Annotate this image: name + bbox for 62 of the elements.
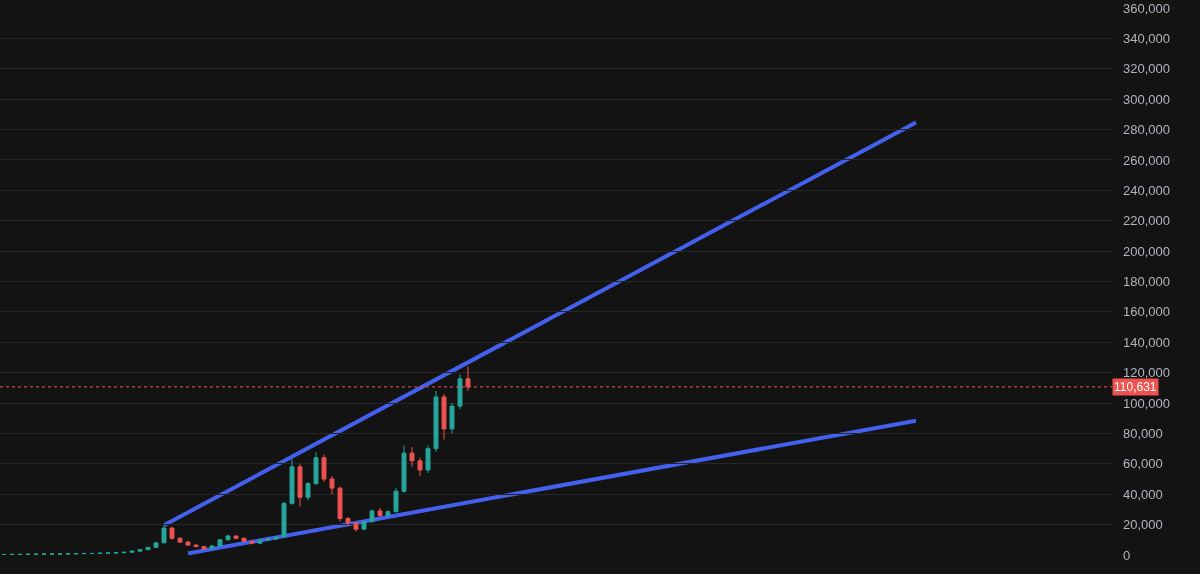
y-tick-label: 80,000: [1123, 425, 1163, 441]
candlestick: [145, 546, 151, 551]
y-tick-label: 160,000: [1123, 304, 1170, 320]
candlestick: [401, 445, 407, 494]
candlestick: [449, 402, 455, 434]
y-tick-label: 220,000: [1123, 213, 1170, 229]
candlestick: [369, 508, 375, 524]
candlestick: [273, 535, 279, 541]
y-tick-label: 20,000: [1123, 517, 1163, 533]
candlestick: [329, 475, 335, 495]
y-tick-label: 200,000: [1123, 243, 1170, 259]
y-tick-label: 100,000: [1123, 395, 1170, 411]
candlestick: [241, 537, 247, 543]
y-tick-label: 340,000: [1123, 30, 1170, 46]
y-tick-label: 120,000: [1123, 365, 1170, 381]
candlestick: [137, 548, 143, 552]
y-tick-label: 320,000: [1123, 61, 1170, 77]
y-tick-label: 240,000: [1123, 182, 1170, 198]
candlestick: [385, 509, 391, 518]
y-tick-label: 60,000: [1123, 456, 1163, 472]
candlestick: [225, 533, 231, 542]
candlestick: [457, 373, 463, 410]
candlestick: [425, 445, 431, 474]
candlestick: [377, 507, 383, 518]
y-tick-label: 280,000: [1123, 122, 1170, 138]
y-tick-label: 300,000: [1123, 91, 1170, 107]
candlestick: [417, 457, 423, 477]
candlestick: [433, 390, 439, 453]
candlestick: [409, 446, 415, 468]
candlestick: [281, 501, 287, 539]
y-tick-label: 40,000: [1123, 486, 1163, 502]
candlestick: [209, 544, 215, 550]
candlestick: [393, 487, 399, 513]
candlestick: [169, 526, 175, 541]
candlestick: [177, 536, 183, 544]
y-tick-label: 180,000: [1123, 274, 1170, 290]
ref-line-label: 110,631: [1114, 380, 1157, 394]
y-tick-label: 260,000: [1123, 152, 1170, 168]
candlestick: [305, 481, 311, 501]
candlestick: [233, 534, 239, 540]
candlestick: [161, 524, 167, 544]
candlestick: [337, 486, 343, 523]
candlestick: [353, 521, 359, 532]
candlestick: [313, 451, 319, 486]
y-tick-label: 140,000: [1123, 334, 1170, 350]
candlestick: [441, 393, 447, 441]
candlestick: [129, 550, 135, 553]
candlestick: [217, 538, 223, 547]
candlestick: [249, 540, 255, 545]
candlestick: [201, 545, 207, 551]
candlestick: [185, 540, 191, 547]
candlestick: [257, 539, 263, 545]
candlestick: [345, 516, 351, 527]
y-tick-label: 0: [1123, 547, 1131, 563]
y-tick-label: 360,000: [1123, 0, 1170, 16]
candlestick: [361, 519, 367, 531]
candlestick: [265, 537, 271, 542]
candlestick: [289, 458, 295, 506]
candlestick: [297, 463, 303, 507]
candlestick: [153, 541, 159, 549]
candlestick: [193, 543, 199, 548]
candlestick: [321, 454, 327, 483]
